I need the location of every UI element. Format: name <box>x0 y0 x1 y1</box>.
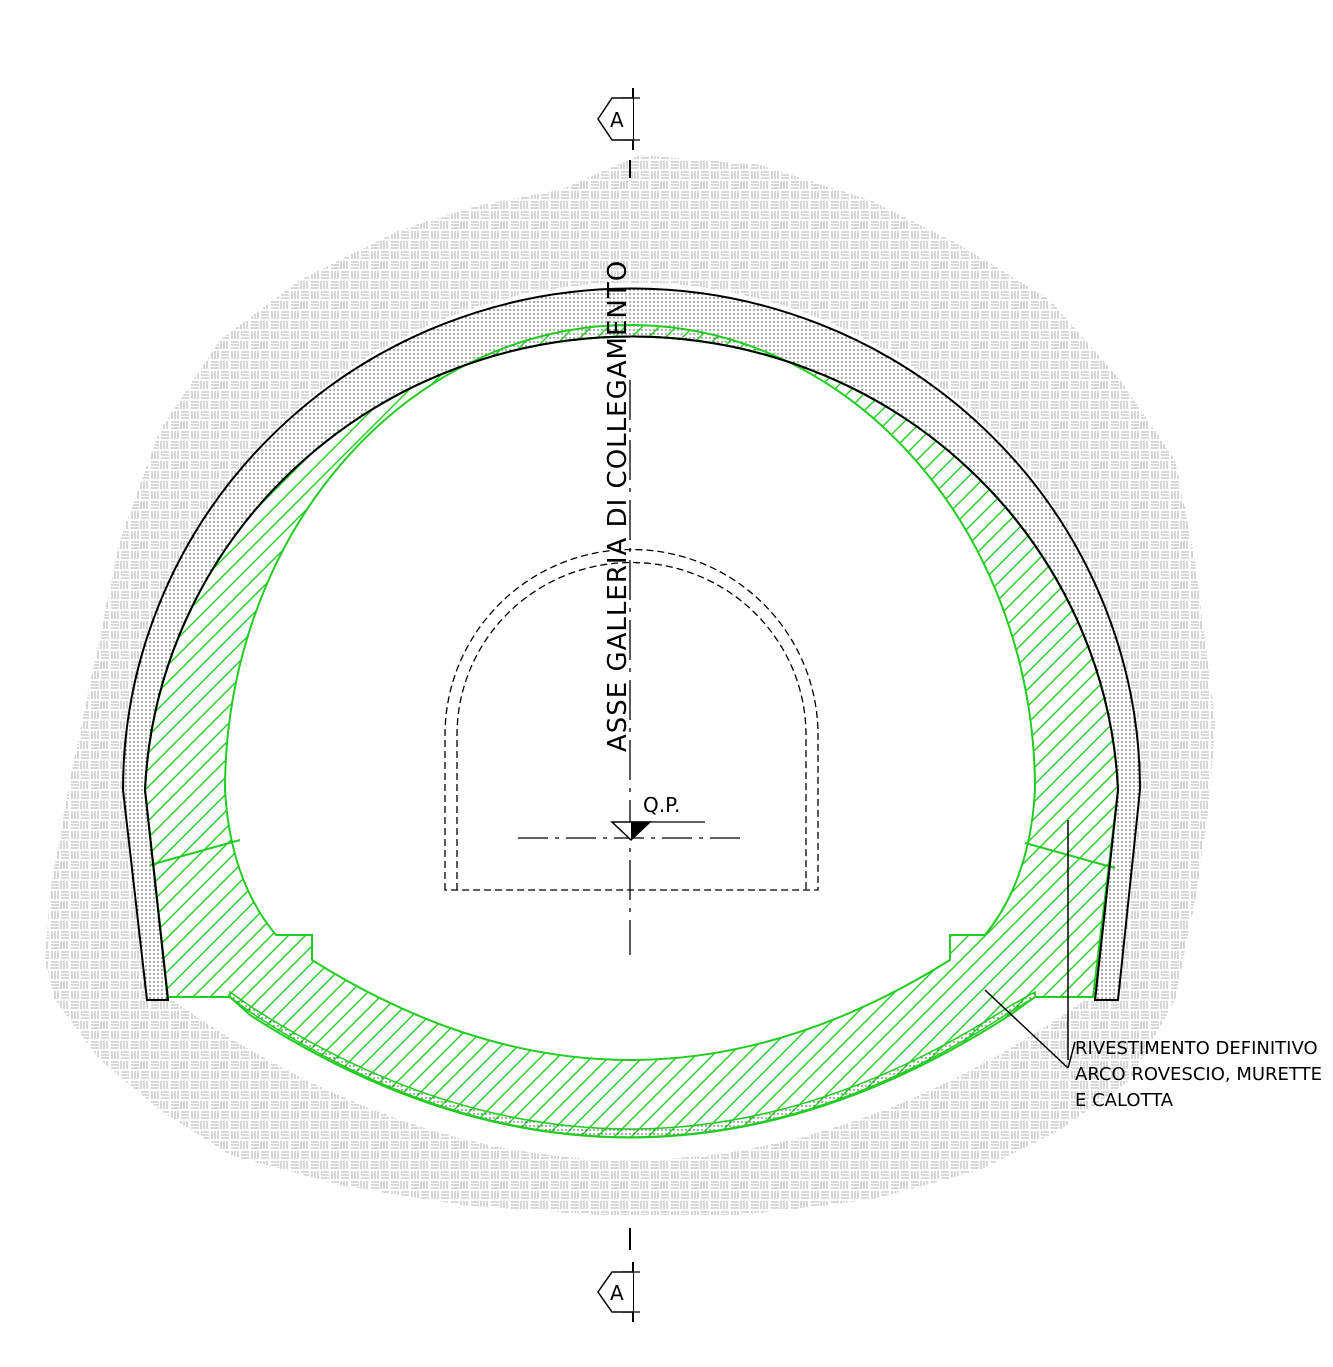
invert-bedding <box>229 990 1036 1138</box>
lining-joint-left <box>149 839 241 866</box>
section-marker-top: A <box>597 88 640 150</box>
callout-line-1: RIVESTIMENTO DEFINITIVO <box>1075 1038 1318 1059</box>
level-marker: Q.P. <box>610 793 705 842</box>
section-letter-top: A <box>610 108 624 132</box>
excavation-void <box>125 282 1140 1161</box>
shell-inner-line <box>143 335 1120 1001</box>
callout-leaders <box>984 820 1076 1069</box>
section-marker-bottom: A <box>597 1262 640 1322</box>
reference-gallery-outer-dashed <box>444 548 819 891</box>
callout-line-2: ARCO ROVESCIO, MURETTE <box>1075 1064 1322 1085</box>
lining-joint-right <box>1024 842 1116 869</box>
section-letter-bottom: A <box>610 1281 624 1305</box>
axis-label: ASSE GALLERIA DI COLLEGAMENTO <box>603 260 633 752</box>
callout-line-3: E CALOTTA <box>1075 1090 1174 1111</box>
level-label: Q.P. <box>643 793 680 817</box>
